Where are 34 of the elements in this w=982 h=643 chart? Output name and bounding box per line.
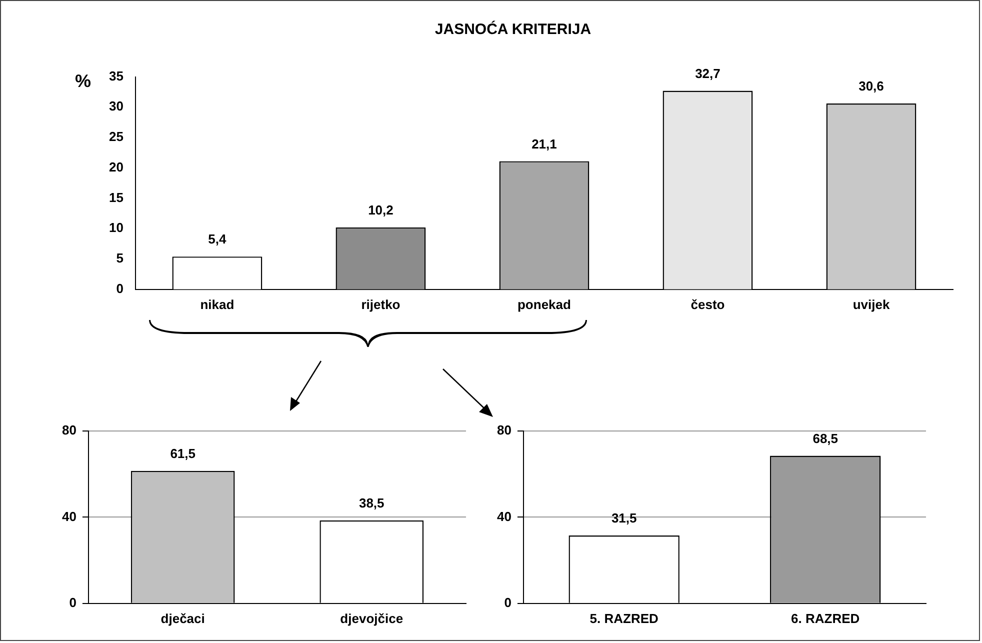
x-tick-label: često [690, 296, 725, 312]
x-tick-label: nikad [200, 296, 234, 312]
data-label: 38,5 [358, 496, 384, 511]
y-tick-label: 40 [496, 508, 512, 524]
data-label: 31,5 [611, 510, 637, 526]
y-tick-label: 5 [116, 250, 124, 266]
data-label: 32,7 [695, 66, 720, 81]
x-tick-label: dječaci [160, 610, 205, 626]
y-tick-label: 0 [504, 594, 512, 610]
y-tick-label: 35 [108, 68, 124, 84]
y-tick-label: 30 [108, 98, 124, 114]
y-tick-label: 10 [108, 220, 124, 236]
x-tick-label: 6. RAZRED [791, 610, 860, 626]
x-tick-label: ponekad [517, 296, 572, 312]
y-tick-label: 0 [69, 594, 76, 610]
y-tick-label: 15 [108, 190, 124, 205]
data-label: 30,6 [858, 78, 884, 94]
data-label: 5,4 [208, 232, 228, 247]
x-tick-label: 5. RAZRED [590, 610, 658, 626]
chart-title: JASNOĆA KRITERIJA [434, 21, 592, 38]
data-label: 61,5 [170, 446, 196, 461]
y-tick-label: 25 [108, 129, 124, 144]
y-axis-title: % [75, 70, 92, 91]
data-label: 21,1 [532, 136, 557, 152]
y-tick-label: 40 [62, 508, 76, 524]
x-tick-label: rijetko [361, 296, 400, 312]
y-tick-label: 80 [496, 422, 512, 438]
y-tick-label: 20 [108, 159, 124, 174]
data-label: 68,5 [812, 430, 838, 446]
x-tick-label: uvijek [852, 296, 890, 312]
x-tick-label: djevojčice [340, 610, 404, 626]
data-label: 10,2 [368, 202, 394, 218]
y-tick-label: 80 [62, 422, 76, 438]
y-tick-label: 0 [116, 280, 124, 296]
